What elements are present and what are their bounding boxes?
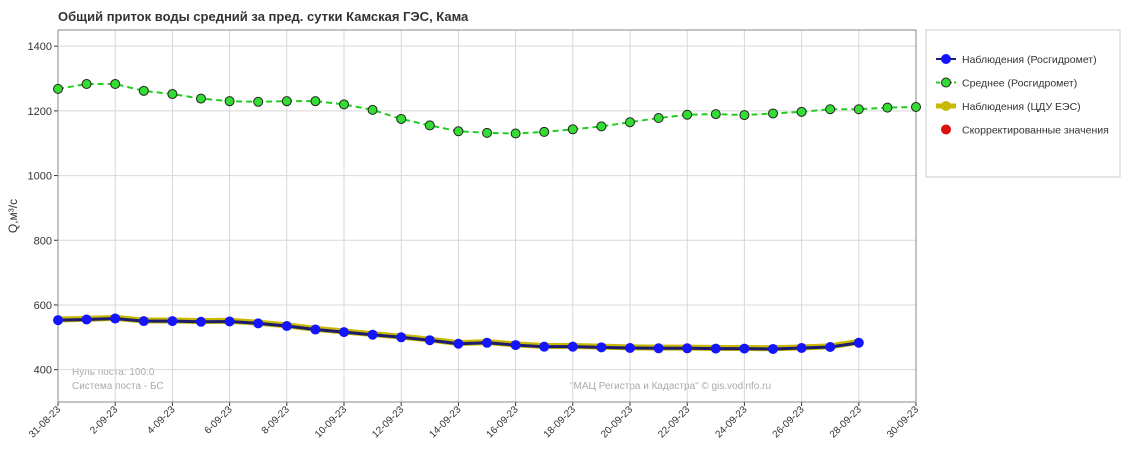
x-tick-label: 22-09-23 bbox=[656, 404, 692, 440]
annotation: Нуль поста: 100.0 bbox=[72, 367, 155, 378]
data-point bbox=[196, 93, 206, 104]
x-tick-label: 8-09-23 bbox=[260, 404, 292, 436]
data-point bbox=[596, 121, 607, 132]
y-tick-label: 600 bbox=[34, 300, 52, 312]
data-point bbox=[367, 329, 378, 340]
data-point bbox=[710, 343, 721, 354]
data-point bbox=[482, 337, 492, 348]
data-point bbox=[53, 315, 63, 326]
data-point bbox=[453, 126, 464, 137]
data-point bbox=[367, 104, 378, 115]
data-point bbox=[339, 99, 349, 110]
data-point bbox=[653, 112, 664, 123]
y-tick-label: 1000 bbox=[28, 171, 52, 183]
legend-marker bbox=[941, 54, 951, 64]
data-point bbox=[853, 337, 864, 348]
annotation: Система поста - БС bbox=[72, 381, 164, 392]
data-point bbox=[882, 102, 893, 113]
data-point bbox=[625, 342, 635, 353]
legend-box bbox=[925, 29, 1121, 178]
data-point bbox=[110, 313, 121, 324]
y-axis-label: Q,м³/с bbox=[6, 199, 20, 233]
data-point bbox=[739, 343, 750, 354]
data-point bbox=[167, 89, 178, 100]
chart-title: Общий приток воды средний за пред. сутки… bbox=[58, 9, 469, 24]
data-point bbox=[911, 101, 921, 112]
data-point bbox=[796, 342, 807, 353]
legend-label: Среднее (Росгидромет) bbox=[962, 78, 1077, 90]
data-point bbox=[81, 79, 92, 90]
x-tick-label: 26-09-23 bbox=[771, 404, 807, 440]
data-point bbox=[539, 341, 550, 352]
y-tick-label: 1400 bbox=[28, 41, 52, 53]
data-point bbox=[224, 96, 235, 107]
data-point bbox=[110, 79, 121, 90]
legend-label: Скорректированные значения bbox=[962, 125, 1109, 137]
data-point bbox=[625, 117, 635, 128]
legend-marker bbox=[941, 124, 951, 135]
annotation: "МАЦ Регистра и Кадастра" © gis.vodinfo.… bbox=[570, 381, 771, 392]
data-point bbox=[424, 335, 435, 346]
data-point bbox=[539, 126, 550, 137]
y-tick-label: 400 bbox=[34, 365, 52, 377]
x-tick-label: 12-09-23 bbox=[370, 404, 406, 440]
data-point bbox=[768, 343, 778, 354]
data-point bbox=[339, 327, 349, 338]
data-point bbox=[567, 124, 578, 135]
data-point bbox=[138, 85, 149, 96]
data-point bbox=[682, 343, 693, 354]
data-point bbox=[739, 110, 750, 121]
data-point bbox=[167, 316, 178, 327]
data-point bbox=[482, 127, 492, 138]
data-point bbox=[424, 120, 435, 131]
data-point bbox=[396, 113, 407, 124]
legend-label: Наблюдения (ЦДУ ЕЭС) bbox=[962, 101, 1081, 113]
x-tick-label: 30-09-23 bbox=[885, 404, 921, 440]
y-tick-label: 1200 bbox=[28, 106, 52, 118]
plot-border bbox=[57, 29, 917, 403]
data-point bbox=[281, 320, 292, 331]
legend-marker bbox=[941, 77, 951, 88]
data-point bbox=[253, 96, 264, 107]
data-point bbox=[796, 106, 807, 117]
data-point bbox=[682, 109, 693, 120]
x-tick-label: 10-09-23 bbox=[313, 404, 349, 440]
data-point bbox=[138, 316, 149, 327]
data-point bbox=[396, 332, 407, 343]
x-tick-label: 18-09-23 bbox=[542, 404, 578, 440]
data-point bbox=[710, 109, 721, 120]
data-point bbox=[825, 104, 836, 115]
data-point bbox=[310, 96, 321, 107]
data-point bbox=[825, 342, 836, 353]
data-point bbox=[196, 316, 206, 327]
legend-label: Наблюдения (Росгидромет) bbox=[962, 54, 1097, 66]
data-point bbox=[567, 341, 578, 352]
x-tick-label: 24-09-23 bbox=[713, 404, 749, 440]
data-point bbox=[81, 314, 92, 325]
data-point bbox=[853, 104, 864, 115]
data-point bbox=[453, 338, 464, 349]
data-point bbox=[596, 342, 607, 353]
x-tick-label: 2-09-23 bbox=[88, 404, 120, 436]
data-point bbox=[653, 343, 664, 354]
x-tick-label: 4-09-23 bbox=[145, 404, 177, 436]
data-point bbox=[510, 128, 521, 139]
x-tick-label: 20-09-23 bbox=[599, 404, 635, 440]
data-point bbox=[53, 83, 63, 94]
data-point bbox=[281, 96, 292, 107]
x-tick-label: 28-09-23 bbox=[828, 404, 864, 440]
x-tick-label: 31-08-23 bbox=[27, 404, 63, 440]
data-point bbox=[253, 318, 264, 329]
legend-marker bbox=[941, 101, 951, 111]
series-line bbox=[57, 83, 917, 135]
y-tick-label: 800 bbox=[34, 235, 52, 247]
data-point bbox=[310, 324, 321, 335]
data-point bbox=[224, 316, 235, 327]
x-tick-label: 16-09-23 bbox=[485, 404, 521, 440]
data-point bbox=[510, 340, 521, 351]
x-tick-label: 14-09-23 bbox=[427, 404, 463, 440]
x-tick-label: 6-09-23 bbox=[203, 404, 235, 436]
data-point bbox=[768, 108, 778, 119]
